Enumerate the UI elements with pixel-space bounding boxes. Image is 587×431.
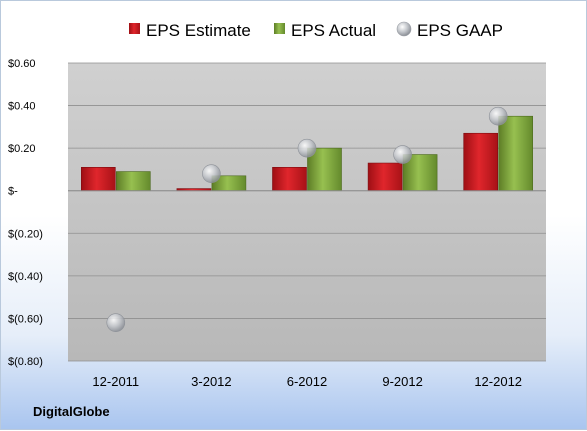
legend-swatch-eps-estimate bbox=[129, 23, 140, 34]
plot-area bbox=[68, 63, 546, 361]
bar-eps-actual bbox=[498, 115, 534, 192]
point-eps-gaap bbox=[297, 138, 317, 158]
bar-eps-estimate bbox=[81, 167, 116, 192]
point-eps-gaap bbox=[393, 145, 412, 164]
legend: EPS Estimate EPS Actual EPS GAAP bbox=[129, 21, 503, 40]
legend-swatch-eps-gaap bbox=[396, 21, 412, 37]
y-axis: $0.60 $0.40 $0.20 $- $(0.20) $(0.40) $(0.60) $(… bbox=[8, 58, 43, 368]
y-tick-label: $0.20 bbox=[8, 143, 36, 155]
legend-swatch-eps-actual bbox=[274, 23, 285, 34]
x-tick-label: 6-2012 bbox=[287, 374, 327, 389]
bar-eps-actual bbox=[307, 147, 342, 192]
bar-eps-estimate bbox=[272, 167, 307, 192]
company-name: DigitalGlobe bbox=[33, 404, 110, 419]
x-tick-label: 9-2012 bbox=[382, 374, 422, 389]
y-tick-label: $(0.20) bbox=[8, 228, 43, 240]
bar-eps-estimate bbox=[463, 132, 499, 192]
bar-eps-estimate bbox=[367, 162, 403, 192]
x-tick-label: 12-2011 bbox=[92, 374, 139, 389]
point-eps-gaap bbox=[106, 313, 126, 332]
y-tick-label: $(0.60) bbox=[8, 313, 43, 325]
point-eps-gaap bbox=[202, 164, 221, 183]
point-eps-gaap bbox=[488, 106, 508, 126]
x-axis: 12-2011 3-2012 6-2012 9-2012 12-2012 bbox=[92, 374, 522, 389]
legend-label-eps-estimate: EPS Estimate bbox=[146, 21, 251, 40]
y-tick-label: $(0.80) bbox=[8, 356, 43, 368]
legend-label-eps-gaap: EPS GAAP bbox=[417, 21, 503, 40]
y-tick-label: $(0.40) bbox=[8, 271, 43, 283]
y-tick-label: $- bbox=[8, 186, 18, 198]
x-tick-label: 12-2012 bbox=[474, 374, 522, 389]
gaap-points-layer bbox=[106, 106, 508, 332]
y-tick-label: $0.40 bbox=[8, 101, 36, 113]
bar-eps-actual bbox=[116, 171, 151, 192]
x-tick-label: 3-2012 bbox=[191, 374, 231, 389]
y-tick-label: $0.60 bbox=[8, 58, 36, 70]
legend-label-eps-actual: EPS Actual bbox=[291, 21, 376, 40]
